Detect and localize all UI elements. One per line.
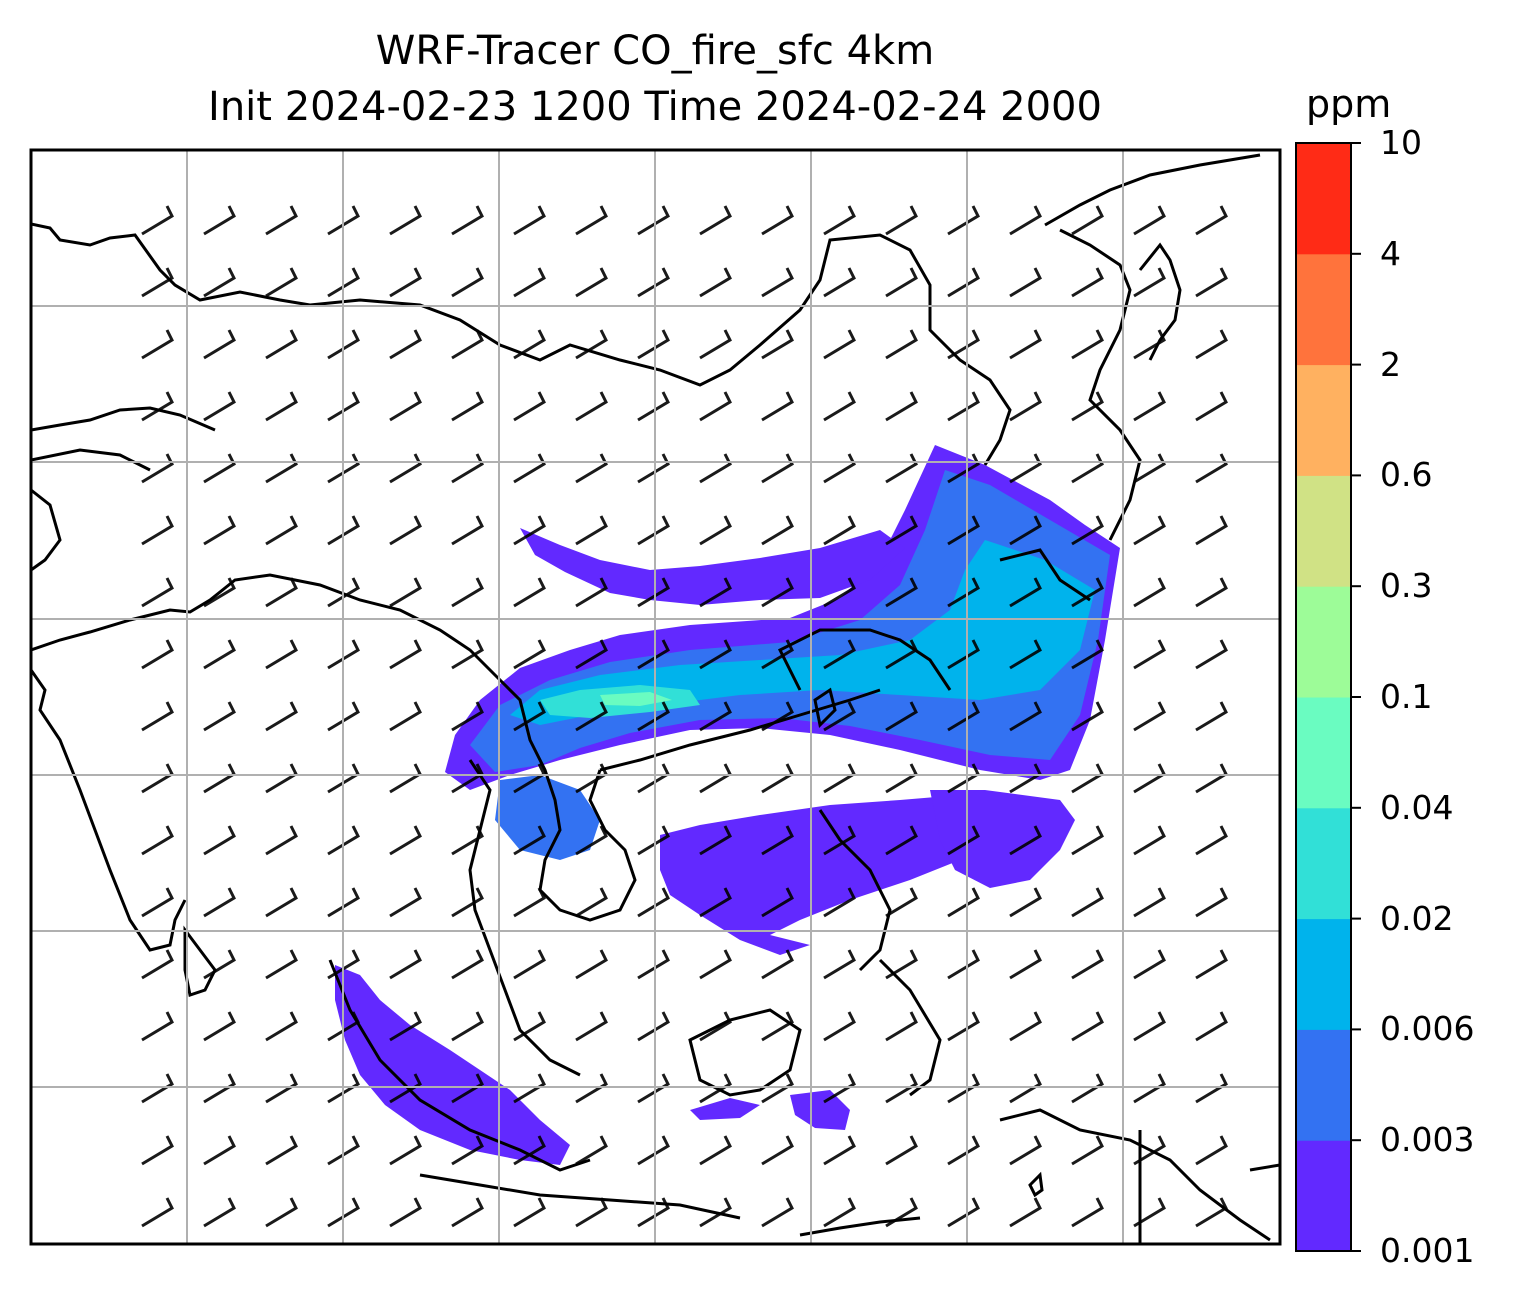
colorbar-ticks <box>1351 142 1361 1252</box>
colorbar-swatch <box>1296 253 1351 366</box>
colorbar-tick-label: 4 <box>1380 233 1401 273</box>
colorbar-tick-label: 0.3 <box>1380 566 1433 606</box>
colorbar-tick-label: 0.1 <box>1380 677 1433 716</box>
colorbar-swatch <box>1296 1140 1351 1252</box>
gridlines <box>31 150 1280 1244</box>
map-title-line1: WRF-Tracer CO_fire_sfc 4km <box>375 28 935 74</box>
colorbar-swatch <box>1296 807 1351 920</box>
colorbar-swatch <box>1296 697 1351 809</box>
map-title-line2: Init 2024-02-23 1200 Time 2024-02-24 200… <box>208 84 1102 130</box>
colorbar-swatch <box>1296 918 1351 1030</box>
colorbar-tick-label: 0.02 <box>1380 898 1454 938</box>
colorbar-tick-label: 0.04 <box>1380 787 1454 827</box>
colorbar-tick-label: 0.6 <box>1380 455 1433 495</box>
colorbar-swatch <box>1296 364 1351 476</box>
colorbar-swatch <box>1296 475 1351 587</box>
colorbar-tick-label: 0.006 <box>1380 1009 1475 1049</box>
colorbar-swatch <box>1296 1029 1351 1141</box>
colorbar-swatch <box>1296 143 1351 255</box>
colorbar-tick-label: 10 <box>1380 123 1422 162</box>
colorbar <box>1296 143 1351 1252</box>
wind-barbs <box>140 190 1240 1230</box>
map-frame <box>29 148 1282 1246</box>
colorbar-swatch <box>1296 586 1351 698</box>
colorbar-unit: ppm <box>1306 82 1392 126</box>
colorbar-tick-label: 0.001 <box>1380 1231 1475 1270</box>
colorbar-tick-label: 0.003 <box>1380 1120 1475 1160</box>
colorbar-tick-label: 2 <box>1380 344 1401 384</box>
